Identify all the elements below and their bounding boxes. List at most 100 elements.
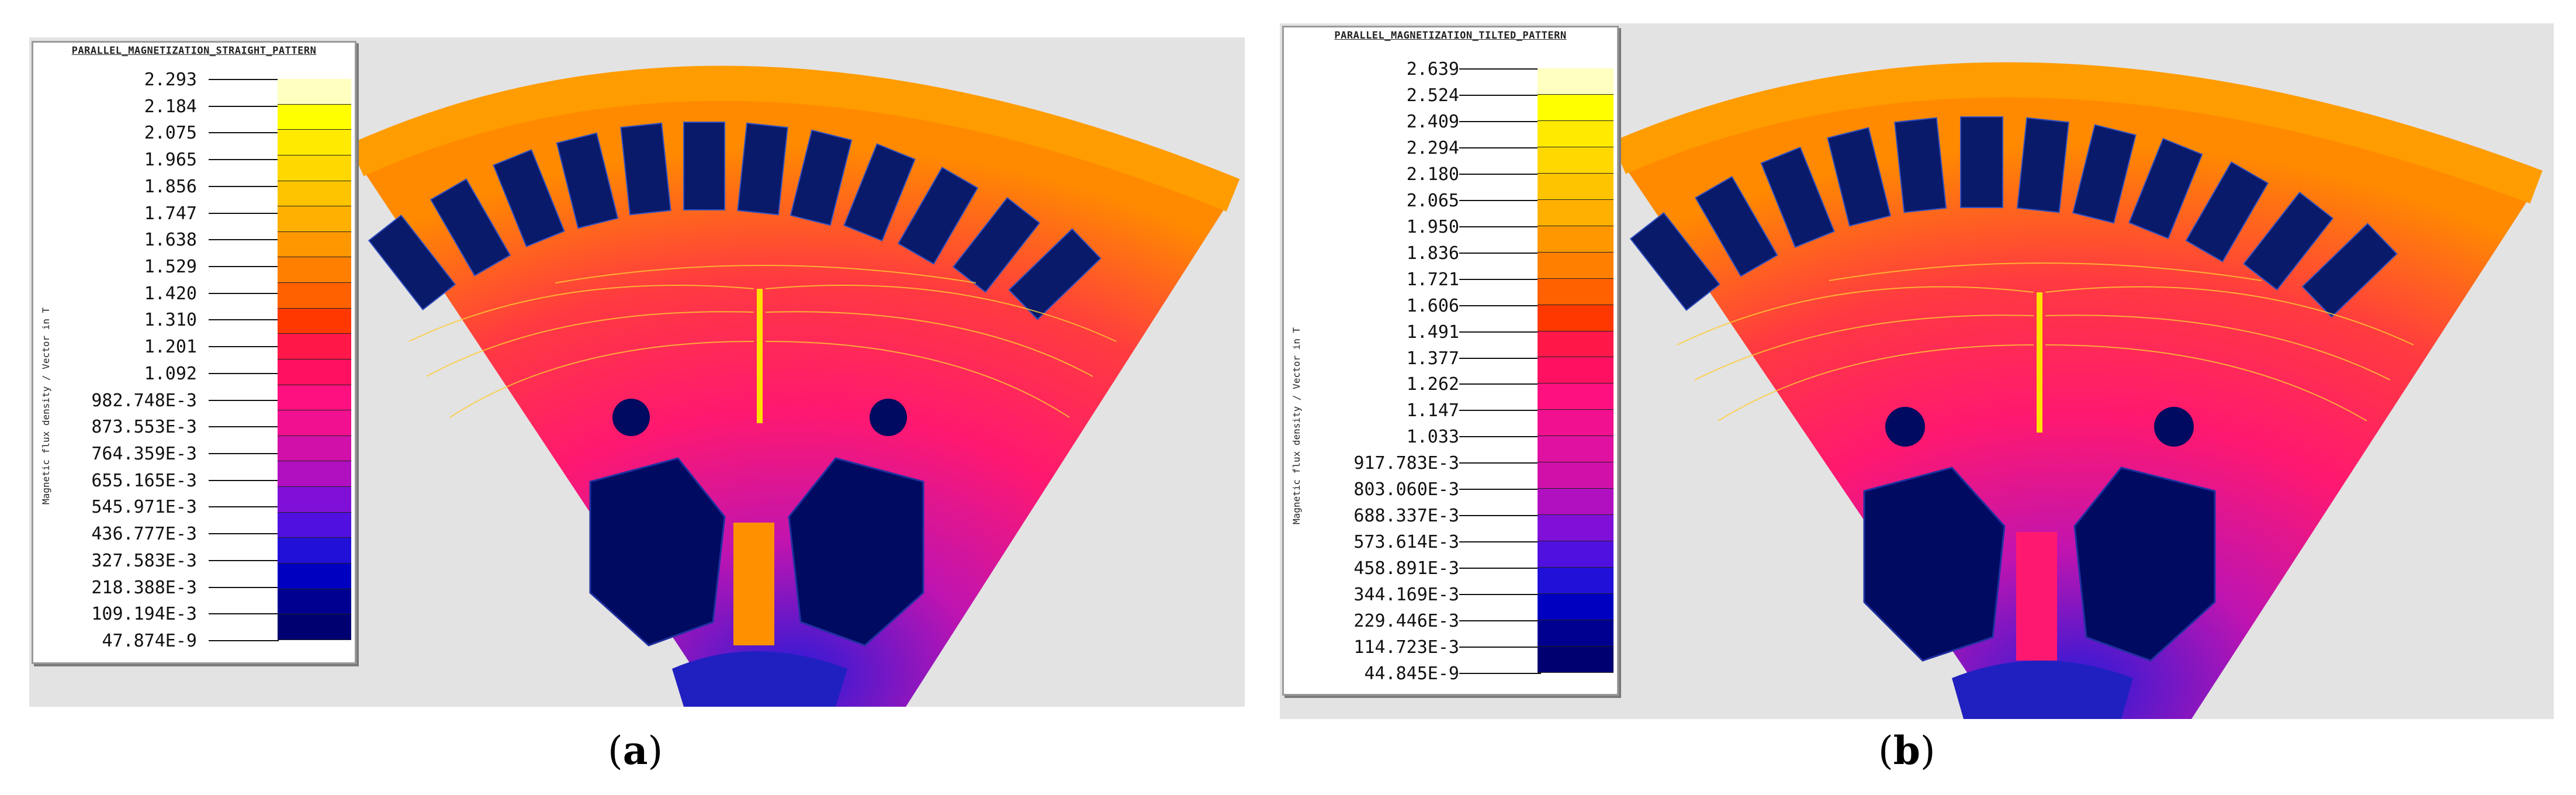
- legend-swatch: [278, 512, 351, 538]
- legend-tick-line: [1459, 199, 1541, 201]
- legend-tick-label: 655.165E-3: [91, 470, 197, 491]
- legend-swatch: [1538, 173, 1614, 200]
- legend-tick-line: [1459, 357, 1541, 359]
- legend-swatch: [1538, 94, 1614, 121]
- legend-tick-line: [1459, 226, 1541, 227]
- legend-tick-label: 1.836: [1406, 243, 1459, 264]
- legend-swatch: [278, 410, 351, 436]
- legend-swatch: [278, 461, 351, 487]
- legend-tick-label: 2.184: [144, 96, 197, 117]
- legend-tick-line: [209, 79, 279, 80]
- rotor-pole-right-b: [2073, 466, 2216, 662]
- legend-swatch: [1538, 305, 1614, 331]
- legend-tick-line: [209, 292, 279, 294]
- legend-tick-label: 1.950: [1406, 216, 1459, 237]
- legend-swatch: [278, 104, 351, 130]
- legend-tick-label: 2.524: [1406, 85, 1459, 106]
- legend-tick-label: 1.606: [1406, 295, 1459, 316]
- color-legend-a: PARALLEL_MAGNETIZATION_STRAIGHT_PATTERN …: [32, 41, 356, 664]
- legend-tick-label: 458.891E-3: [1353, 558, 1459, 579]
- legend-tick-line: [1459, 173, 1541, 175]
- legend-swatch: [1538, 594, 1614, 621]
- legend-tick-label: 2.065: [1406, 190, 1459, 211]
- caption-b: (b): [1878, 728, 1936, 773]
- legend-tick-line: [209, 426, 279, 428]
- legend-tick-line: [1459, 620, 1541, 622]
- legend-swatches-a: [278, 79, 351, 640]
- flux-density-plot-a: [349, 65, 1240, 707]
- legend-tick-label: 327.583E-3: [91, 550, 197, 571]
- legend-tick-label: 2.075: [144, 123, 197, 144]
- legend-tick-label: 1.747: [144, 203, 197, 224]
- legend-swatch: [1538, 147, 1614, 174]
- caption-a: (a): [608, 728, 663, 773]
- legend-tick-label: 218.388E-3: [91, 577, 197, 598]
- legend-tick-label: 344.169E-3: [1353, 585, 1459, 606]
- legend-swatch: [1538, 120, 1614, 147]
- legend-tick-line: [209, 105, 279, 107]
- legend-swatch: [278, 538, 351, 564]
- legend-tick-line: [1459, 68, 1541, 70]
- legend-tick-label: 1.201: [144, 337, 197, 358]
- legend-swatch: [278, 334, 351, 360]
- legend-ticks-b: 2.639 2.524 2.409 2.294 2.180 2.065 1.950 1.836…: [1284, 59, 1541, 684]
- legend-tick-label: 1.420: [144, 283, 197, 304]
- legend-tick-label: 873.553E-3: [91, 417, 197, 438]
- legend-swatch: [1538, 489, 1614, 516]
- legend-tick-line: [1459, 568, 1541, 569]
- legend-tick-label: 114.723E-3: [1353, 637, 1459, 658]
- legend-tick-line: [209, 319, 279, 321]
- legend-swatch: [278, 614, 351, 640]
- legend-swatch: [1538, 541, 1614, 568]
- legend-tick-label: 1.965: [144, 150, 197, 171]
- legend-tick-line: [1459, 436, 1541, 438]
- legend-tick-label: 545.971E-3: [91, 497, 197, 518]
- legend-tick-line: [1459, 94, 1541, 96]
- legend-tick-line: [209, 185, 279, 187]
- legend-swatch: [278, 231, 351, 258]
- legend-tick-line: [1459, 462, 1541, 464]
- legend-tick-label: 803.060E-3: [1353, 479, 1459, 500]
- legend-swatch: [1538, 278, 1614, 305]
- legend-tick-label: 44.845E-9: [1364, 663, 1459, 684]
- legend-swatch: [1538, 331, 1614, 358]
- legend-swatch: [1538, 462, 1614, 489]
- legend-tick-line: [209, 399, 279, 401]
- legend-swatch: [1538, 436, 1614, 463]
- legend-title-b: PARALLEL_MAGNETIZATION_TILTED_PATTERN: [1334, 30, 1567, 42]
- legend-swatch: [278, 589, 351, 615]
- legend-tick-line: [1459, 541, 1541, 543]
- legend-ticks-a: 2.293 2.184 2.075 1.965 1.856 1.747 1.638 1.529…: [33, 70, 279, 651]
- panel-a: PARALLEL_MAGNETIZATION_STRAIGHT_PATTERN …: [29, 37, 1245, 707]
- legend-tick-line: [209, 212, 279, 214]
- legend-tick-line: [209, 159, 279, 161]
- legend-tick-line: [1459, 489, 1541, 490]
- legend-swatch: [1538, 199, 1614, 226]
- legend-tick-label: 1.638: [144, 230, 197, 251]
- legend-swatch: [278, 206, 351, 232]
- flux-density-plot-b: [1612, 62, 2543, 719]
- legend-tick-line: [1459, 515, 1541, 517]
- legend-swatch: [1538, 515, 1614, 542]
- legend-tick-line: [1459, 331, 1541, 333]
- legend-swatch: [1538, 226, 1614, 253]
- legend-tick-line: [209, 346, 279, 348]
- legend-tick-line: [209, 239, 279, 241]
- legend-swatch: [1538, 68, 1614, 95]
- legend-tick-line: [1459, 647, 1541, 648]
- legend-tick-label: 917.783E-3: [1353, 453, 1459, 474]
- legend-tick-label: 2.639: [1406, 59, 1459, 80]
- legend-swatch: [278, 257, 351, 283]
- legend-swatch: [278, 435, 351, 462]
- legend-tick-line: [209, 586, 279, 588]
- legend-tick-label: 573.614E-3: [1353, 532, 1459, 553]
- legend-tick-label: 1.491: [1406, 322, 1459, 343]
- legend-swatch: [1538, 357, 1614, 384]
- legend-tick-label: 1.310: [144, 310, 197, 331]
- legend-tick-line: [1459, 673, 1541, 674]
- legend-swatch: [1538, 568, 1614, 594]
- legend-tick-label: 436.777E-3: [91, 524, 197, 545]
- legend-tick-label: 109.194E-3: [91, 604, 197, 625]
- legend-tick-label: 47.874E-9: [102, 631, 197, 651]
- legend-tick-line: [1459, 383, 1541, 385]
